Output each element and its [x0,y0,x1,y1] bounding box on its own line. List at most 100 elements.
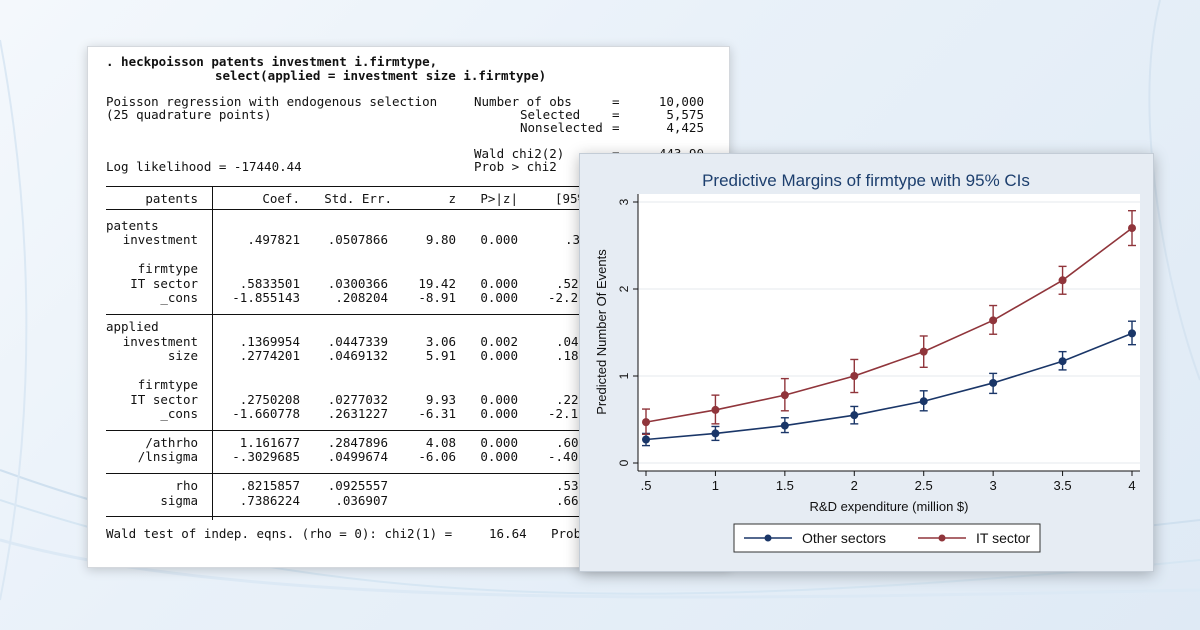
stat-label: Wald chi2(2) [474,146,565,161]
y-tick-label: 1 [617,372,631,379]
cell-coef: .7386224 [239,493,300,508]
cell-coef: .5833501 [239,276,300,291]
cell-ci: .60 [556,435,579,450]
cell-coef: .1369954 [239,334,300,349]
stat-label: Number of obs [474,94,572,109]
series-it-sector [642,210,1136,435]
cell-z: -6.06 [418,449,456,464]
cell-ci: .524 [556,276,587,291]
legend-label-other: Other sectors [802,530,886,546]
cell-z: 3.06 [425,334,456,349]
stat-value: 5,575 [666,107,704,122]
cell-se: .0300366 [327,276,388,291]
data-point [850,411,859,420]
cell-coef: -1.660778 [232,406,300,421]
x-tick-label: 3 [990,478,997,493]
cell-coef: .8215857 [239,478,300,493]
cell-coef: 1.161677 [239,435,300,450]
wald-test-text: Wald test of indep. eqns. (rho = 0): chi… [106,526,453,541]
data-point [919,347,928,356]
data-point [989,378,998,387]
cell-se: .2631227 [327,406,388,421]
stat-label: Prob > chi2 [474,159,557,174]
row-label: rho [175,478,198,493]
data-point [711,405,720,414]
data-point [642,418,650,427]
x-tick-label: 3.5 [1054,478,1072,493]
y-tick-label: 2 [617,285,631,292]
header-se: Std. Err. [324,191,392,206]
cell-z: 5.91 [425,348,456,363]
header-z: z [448,191,456,206]
cell-p: 0.000 [480,406,518,421]
legend-label-it: IT sector [976,530,1031,546]
command-line-2: select(applied = investment size i.firmt… [215,68,547,83]
cell-p: 0.000 [480,348,518,363]
series-line [645,332,1133,441]
log-likelihood: Log likelihood = -17440.44 [106,159,302,174]
data-point [1128,224,1136,233]
cell-se: .208204 [335,290,388,305]
y-tick-label: 3 [617,198,631,205]
header-p: P>|z| [480,191,518,206]
stat-eq: = [612,94,620,109]
cell-p: 0.000 [480,449,518,464]
header-var: patents [145,191,198,206]
data-point [780,421,789,430]
legend-marker-it [938,534,946,542]
x-tick-label: 1.5 [776,478,794,493]
equation-label: applied [106,319,159,334]
cell-coef: .2774201 [239,348,300,363]
header-coef: Coef. [262,191,300,206]
chart-title: Predictive Margins of firmtype with 95% … [702,171,1030,190]
x-tick-label: 2.5 [915,478,933,493]
series-line [645,227,1133,423]
command-line-1: . heckpoisson patents investment i.firmt… [106,54,438,69]
cell-coef: -.3029685 [232,449,300,464]
cell-z: 9.93 [425,392,456,407]
cell-se: .036907 [335,493,388,508]
row-label: firmtype [137,377,198,392]
stat-label: Selected [520,107,581,122]
row-label: sigma [160,493,198,508]
cell-p: 0.002 [480,334,518,349]
row-label: /lnsigma [137,449,198,464]
y-tick-label: 0 [617,459,631,466]
cell-ci: .049 [556,334,587,349]
cell-se: .0507866 [327,232,388,247]
cell-z: 9.80 [425,232,456,247]
row-label: investment [122,232,198,247]
cell-ci: .185 [556,348,587,363]
data-point [711,429,720,438]
cell-p: 0.000 [480,392,518,407]
row-label: IT sector [130,276,198,291]
data-point [850,372,859,380]
row-label: IT sector [130,392,198,407]
model-subtitle: (25 quadrature points) [106,107,272,122]
data-point [919,397,928,406]
legend-marker-other [764,534,772,542]
header-ci: [95% [555,191,586,206]
row-label: size [167,348,198,363]
cell-ci: .669 [556,493,587,508]
cell-ci: .539 [556,478,587,493]
data-point [1058,357,1067,366]
data-point [989,316,998,325]
cell-ci: .220 [556,392,587,407]
cell-z: 19.42 [418,276,456,291]
cell-se: .2847896 [327,435,388,450]
cell-se: .0469132 [327,348,388,363]
cell-z: -6.31 [418,406,456,421]
cell-se: .0499674 [327,449,388,464]
x-tick-label: 4 [1128,478,1135,493]
cell-coef: -1.855143 [232,290,300,305]
cell-se: .0447339 [327,334,388,349]
row-label: _cons [160,406,198,421]
margins-graph-window: Predictive Margins of firmtype with 95% … [579,153,1154,572]
stat-value: 10,000 [658,94,704,109]
equation-label: patents [106,218,159,233]
row-label: /athrho [145,435,198,450]
cell-ci: -2.26 [548,290,586,305]
series-group [642,210,1136,447]
